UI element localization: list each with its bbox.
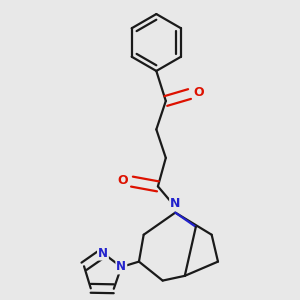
Text: O: O <box>117 173 128 187</box>
Text: N: N <box>170 197 181 210</box>
Text: N: N <box>116 260 126 274</box>
Text: O: O <box>193 86 204 99</box>
Text: N: N <box>98 247 108 260</box>
